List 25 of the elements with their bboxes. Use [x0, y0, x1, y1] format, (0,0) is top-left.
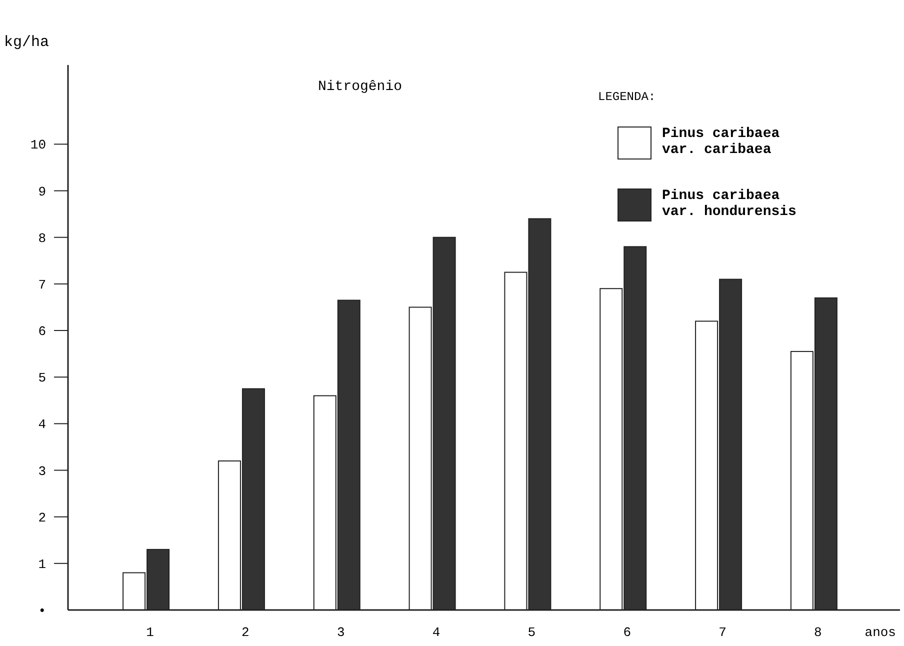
y-tick-label: 5	[38, 370, 46, 386]
x-tick-label: 4	[432, 625, 440, 640]
legend-label: Pinus caribaea var. hondurensis	[662, 188, 796, 220]
legend-label: Pinus caribaea var. caribaea	[662, 126, 780, 158]
y-tick-label: 4	[38, 417, 46, 432]
y-tick-label: 2	[38, 510, 46, 526]
y-tick-label: 10	[30, 138, 46, 153]
y-tick-label: 3	[38, 464, 46, 479]
y-tick-label: 6	[38, 324, 46, 340]
y-axis-title: kg/ha	[4, 34, 50, 51]
x-tick-label: 7	[718, 625, 726, 640]
x-tick-label: 1	[146, 625, 154, 640]
legend-title: LEGENDA:	[598, 90, 656, 104]
y-tick-label: 1	[38, 556, 46, 572]
x-tick-label: 2	[242, 625, 250, 640]
y-tick-label: 9	[38, 184, 46, 200]
text: Nitrogênio	[318, 79, 402, 95]
x-tick-label: 5	[528, 625, 536, 640]
y-tick-label: 7	[38, 277, 46, 292]
y-tick-label: 8	[38, 230, 46, 246]
x-tick-label: 3	[336, 625, 345, 640]
y-tick-label: •	[38, 604, 46, 619]
x-tick-label: 6	[623, 625, 632, 640]
x-tick-label: 8	[814, 625, 822, 640]
x-axis-title: anos	[864, 625, 896, 640]
